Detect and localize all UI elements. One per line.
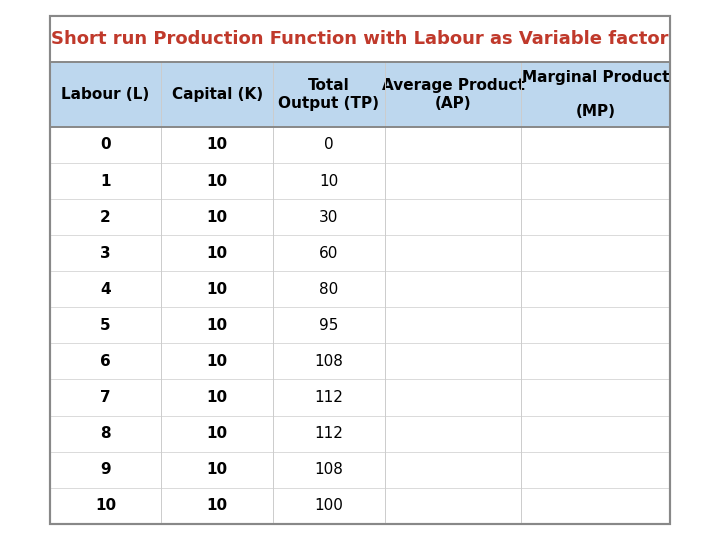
Text: 10: 10 (207, 390, 228, 405)
Text: 1: 1 (100, 173, 111, 188)
Text: 0: 0 (100, 138, 111, 152)
Text: Average Product
(AP): Average Product (AP) (382, 78, 525, 111)
Text: 95: 95 (319, 318, 338, 333)
Text: Labour (L): Labour (L) (61, 87, 150, 102)
Text: Short run Production Function with Labour as Variable factor: Short run Production Function with Labou… (51, 30, 669, 48)
Text: 8: 8 (100, 426, 111, 441)
Text: 112: 112 (315, 390, 343, 405)
Text: 10: 10 (207, 138, 228, 152)
Text: 10: 10 (207, 210, 228, 225)
Text: 10: 10 (207, 354, 228, 369)
Text: 7: 7 (100, 390, 111, 405)
Text: 100: 100 (315, 498, 343, 513)
Text: 10: 10 (320, 173, 338, 188)
Text: 10: 10 (207, 462, 228, 477)
Text: 0: 0 (324, 138, 334, 152)
Text: 10: 10 (207, 246, 228, 261)
Text: 6: 6 (100, 354, 111, 369)
Text: 108: 108 (315, 462, 343, 477)
Bar (50, 16, 670, 62)
Text: 3: 3 (100, 246, 111, 261)
Text: 5: 5 (100, 318, 111, 333)
Text: 9: 9 (100, 462, 111, 477)
Text: 10: 10 (207, 282, 228, 297)
Text: 2: 2 (100, 210, 111, 225)
Text: 10: 10 (207, 426, 228, 441)
Text: 4: 4 (100, 282, 111, 297)
Text: 60: 60 (319, 246, 338, 261)
Text: 30: 30 (319, 210, 338, 225)
Bar (50, 62, 670, 127)
Text: Marginal Product

(MP): Marginal Product (MP) (522, 70, 670, 119)
Text: 108: 108 (315, 354, 343, 369)
Text: Total
Output (TP): Total Output (TP) (279, 78, 379, 111)
Text: 10: 10 (207, 318, 228, 333)
Text: 80: 80 (320, 282, 338, 297)
Text: Capital (K): Capital (K) (171, 87, 263, 102)
Text: 10: 10 (95, 498, 116, 513)
Text: 112: 112 (315, 426, 343, 441)
Text: 10: 10 (207, 498, 228, 513)
Text: 10: 10 (207, 173, 228, 188)
